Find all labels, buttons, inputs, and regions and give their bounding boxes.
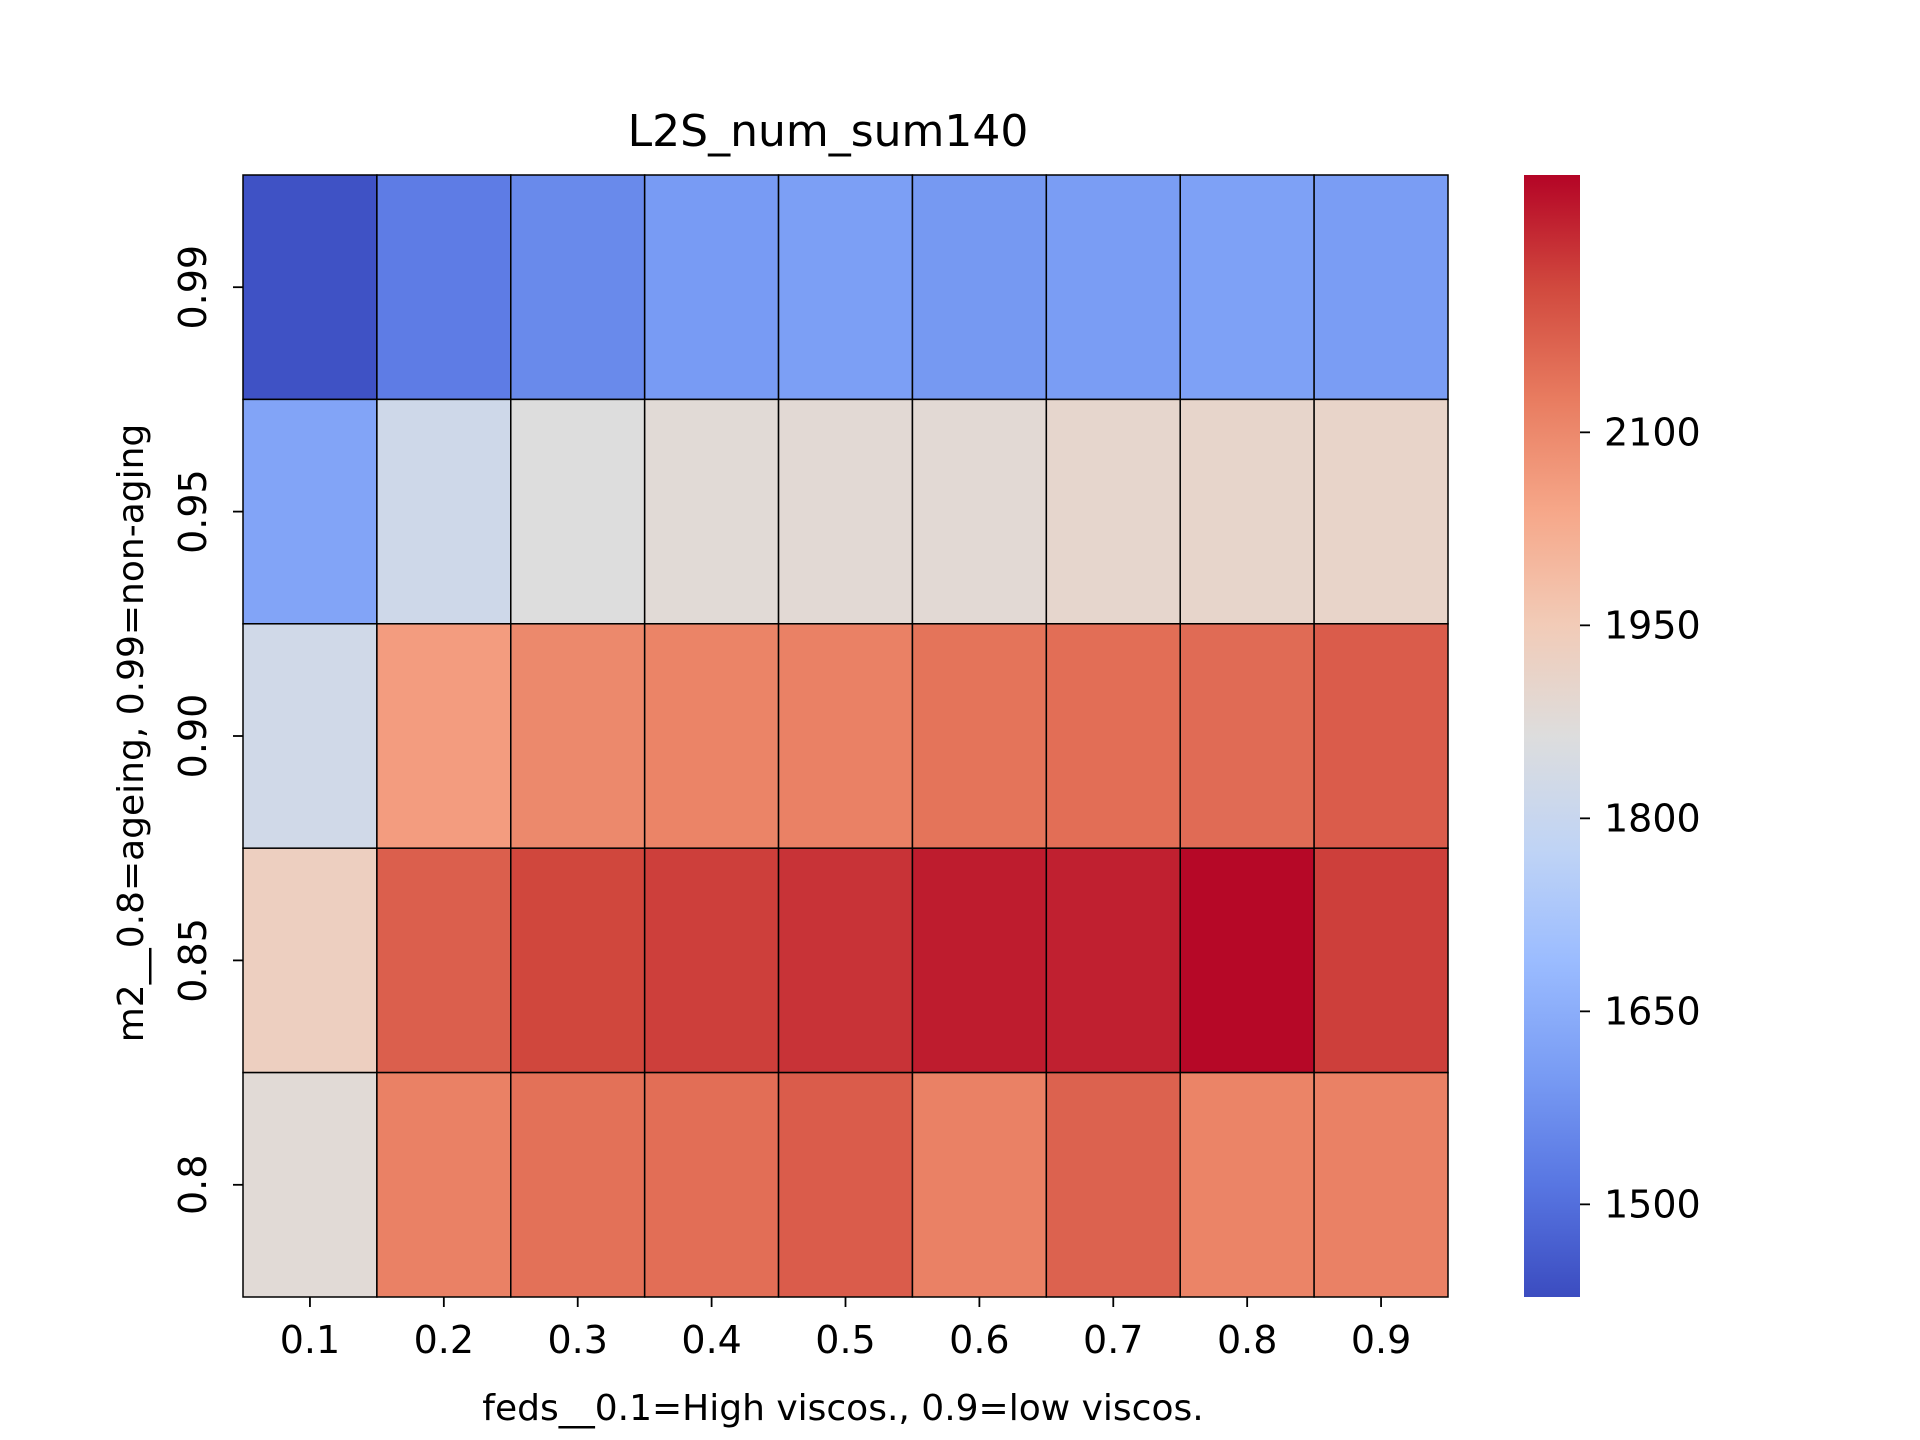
heatmap-cell [1313,1071,1449,1298]
heatmap-cell [376,1071,512,1298]
x-tick-label: 0.4 [681,1318,741,1362]
heatmap-cell [1179,1071,1315,1298]
x-tick-label: 0.9 [1351,1318,1411,1362]
heatmap-cell [777,174,914,401]
heatmap-cell [1179,174,1315,401]
heatmap-cell [242,1071,378,1298]
heatmap-cell [1179,623,1315,849]
heatmap-cell [911,847,1048,1074]
y-tick-label: 0.95 [171,469,215,554]
heatmap-cell [643,398,780,625]
colorbar: 1500 1650 1800 1950 2100 [1524,175,1701,1297]
y-axis: 0.99 0.95 0.90 0.85 0.8 [171,245,243,1215]
heatmap-cell [643,174,780,401]
colorbar-tick-label: 2100 [1604,410,1701,454]
heatmap-cell [510,847,646,1074]
heatmap-cell [242,623,378,849]
x-tick-label: 0.5 [815,1318,875,1362]
heatmap-cell [1313,174,1449,401]
heatmap-cell [777,623,914,849]
heatmap-cell [911,174,1048,401]
x-tick-label: 0.2 [414,1318,474,1362]
x-axis: 0.1 0.2 0.3 0.4 0.5 0.6 0.7 0.8 0.9 [280,1297,1411,1362]
chart-title: L2S_num_sum140 [628,106,1029,157]
heatmap-cell [643,847,780,1074]
heatmap-cell [242,398,378,625]
heatmap-cell [510,1071,646,1298]
colorbar-tick-label: 1650 [1604,989,1701,1033]
heatmap-cell [510,174,646,401]
heatmap-cell [1045,623,1181,849]
x-tick-label: 0.1 [280,1318,340,1362]
heatmap-cell [510,623,646,849]
heatmap-cells [242,174,1449,1298]
heatmap-cell [1313,398,1449,625]
colorbar-tick-label: 1500 [1604,1182,1701,1226]
y-tick-label: 0.8 [171,1155,215,1215]
heatmap-cell [777,847,914,1074]
heatmap-cell [1045,847,1181,1074]
heatmap-cell [1045,1071,1181,1298]
heatmap-cell [376,398,512,625]
heatmap-cell [376,174,512,401]
x-tick-label: 0.3 [548,1318,608,1362]
heatmap-cell [1313,623,1449,849]
heatmap-cell [242,174,378,401]
heatmap-cell [1045,174,1181,401]
heatmap-cell [1313,847,1449,1074]
heatmap-cell [510,398,646,625]
y-tick-label: 0.85 [171,918,215,1003]
heatmap-cell [376,847,512,1074]
x-axis-label: feds__0.1=High viscos., 0.9=low viscos. [482,1388,1203,1429]
y-tick-label: 0.90 [171,694,215,779]
colorbar-gradient [1524,175,1580,1297]
heatmap-cell [911,623,1048,849]
heatmap-cell [1179,847,1315,1074]
heatmap-cell [911,398,1048,625]
heatmap-cell [643,1071,780,1298]
heatmap-cell [1179,398,1315,625]
colorbar-tick-label: 1950 [1604,603,1701,647]
heatmap-cell [376,623,512,849]
x-tick-label: 0.7 [1083,1318,1143,1362]
colorbar-tick-label: 1800 [1604,796,1701,840]
heatmap-cell [777,1071,914,1298]
heatmap-cell [643,623,780,849]
x-tick-label: 0.8 [1217,1318,1277,1362]
y-axis-label: m2__0.8=ageing, 0.99=non-aging [111,424,152,1043]
y-tick-label: 0.99 [171,245,215,330]
x-tick-label: 0.6 [949,1318,1009,1362]
heatmap-cell [911,1071,1048,1298]
heatmap-cell [242,847,378,1074]
heatmap-cell [1045,398,1181,625]
heatmap-cell [777,398,914,625]
